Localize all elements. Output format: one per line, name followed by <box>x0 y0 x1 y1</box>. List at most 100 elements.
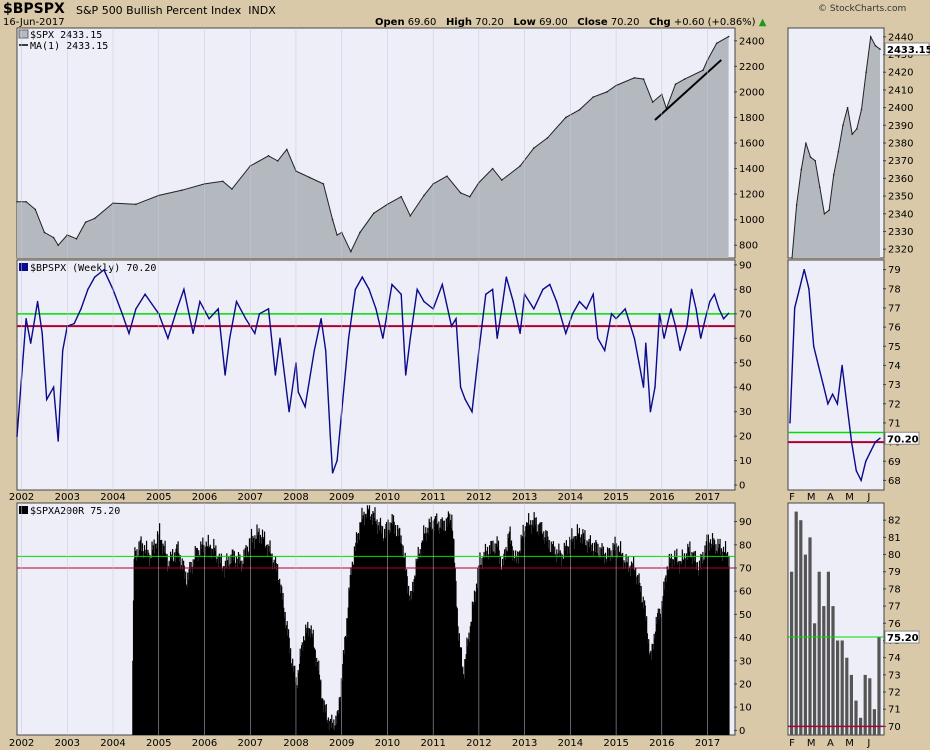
a200-bar <box>560 552 562 735</box>
a200-bar <box>357 533 359 735</box>
a200-bar <box>225 567 227 735</box>
a200-bar <box>565 540 567 735</box>
a200-bar <box>693 551 695 735</box>
month-label-upper: A <box>827 492 834 503</box>
a200-bar <box>278 582 280 735</box>
a200-bar <box>262 537 264 735</box>
a200-bar <box>192 559 194 735</box>
a200-bar <box>679 561 681 735</box>
a200-bar <box>697 575 699 735</box>
a200-bar <box>558 543 560 735</box>
a200-bar <box>385 523 387 735</box>
a200-bar <box>587 541 589 735</box>
a200-legend-label: $SPXA200R 75.20 <box>30 506 120 517</box>
a200-bar <box>602 555 604 735</box>
a200-bar <box>311 633 313 735</box>
a200-bar <box>296 687 299 735</box>
a200-bar <box>423 525 425 735</box>
a200-bar <box>637 584 640 735</box>
spx-zoom-point <box>865 71 867 74</box>
a200-bar <box>166 554 168 735</box>
a200-bar <box>715 544 717 735</box>
a200-bar <box>532 527 535 735</box>
a200-bar <box>568 553 570 735</box>
spx-point <box>633 77 636 79</box>
spx-zoom-axis-tick-label: 2360 <box>888 174 913 185</box>
bpi-point <box>555 300 558 303</box>
a200-bar <box>681 549 683 735</box>
a200-bar <box>527 526 529 735</box>
a200-bar <box>699 567 701 735</box>
a200-bar <box>580 537 582 735</box>
a200-bar <box>163 545 165 735</box>
bpi-zoom-point <box>798 288 801 290</box>
bpi-point <box>313 349 315 352</box>
a200-bar <box>467 639 469 735</box>
a200-bar <box>606 547 609 735</box>
a200-bar <box>515 550 517 735</box>
a200-bar <box>264 548 266 735</box>
a200-bar <box>273 559 275 735</box>
a200-bar <box>554 546 556 735</box>
a200-bar <box>266 544 268 735</box>
a200-zoom-bar <box>808 537 812 735</box>
spx-point <box>446 175 448 178</box>
a200-value-badge <box>884 630 920 644</box>
a200-bar <box>672 559 674 735</box>
a200-bar <box>496 536 498 735</box>
bpi-point <box>624 308 626 310</box>
a200-bar <box>346 618 349 735</box>
spx-axis-tick-label: 2400 <box>739 36 764 47</box>
a200-zoom-bar <box>854 700 858 735</box>
a200-bar <box>483 551 485 735</box>
a200-bar <box>447 511 449 735</box>
a200-bar <box>550 541 552 735</box>
a200-bar <box>643 608 645 735</box>
a200-bar <box>624 562 626 735</box>
a200-bar <box>543 531 545 735</box>
a200-bar <box>574 548 576 735</box>
a200-bar <box>281 599 283 735</box>
a200-bar <box>452 538 454 735</box>
a200-bar <box>446 527 448 735</box>
spx-point <box>359 231 361 234</box>
a200-legend-swatch <box>19 506 28 514</box>
a200-bar <box>444 530 446 735</box>
a200-bar <box>195 555 197 735</box>
a200-bar <box>689 557 692 735</box>
a200-bar <box>597 543 599 735</box>
a200-bar <box>312 629 314 735</box>
a200-bar <box>405 570 407 735</box>
a200-zoom-axis-tick-label: 76 <box>888 619 901 630</box>
a200-bar <box>330 727 332 735</box>
bpi-zoom-point <box>827 403 829 405</box>
a200-bar <box>456 608 458 735</box>
a200-bar <box>501 558 504 735</box>
a200-bar <box>346 618 348 735</box>
a200-bar <box>250 537 252 735</box>
a200-bar <box>604 563 606 735</box>
a200-bar <box>376 519 378 735</box>
a200-bar <box>682 559 684 735</box>
a200-bar <box>582 533 585 735</box>
a200-bar <box>535 517 537 735</box>
a200-bar <box>536 532 538 735</box>
a200-bar <box>510 540 513 735</box>
a200-bar <box>675 557 677 735</box>
a200-bar <box>476 588 478 735</box>
a200-bar <box>333 719 335 735</box>
a200-bar <box>492 540 494 735</box>
a200-bar <box>216 558 218 735</box>
a200-bar <box>407 593 409 735</box>
a200-bar <box>421 542 423 735</box>
a200-bar <box>230 554 232 735</box>
a200-bar <box>296 685 298 735</box>
spx-zoom-area <box>792 36 880 258</box>
a200-bar <box>213 538 215 735</box>
a200-bar <box>317 670 319 735</box>
a200-bar <box>619 552 621 735</box>
a200-bar <box>445 518 447 735</box>
a200-bar <box>477 568 479 735</box>
a200-bar <box>325 712 327 735</box>
